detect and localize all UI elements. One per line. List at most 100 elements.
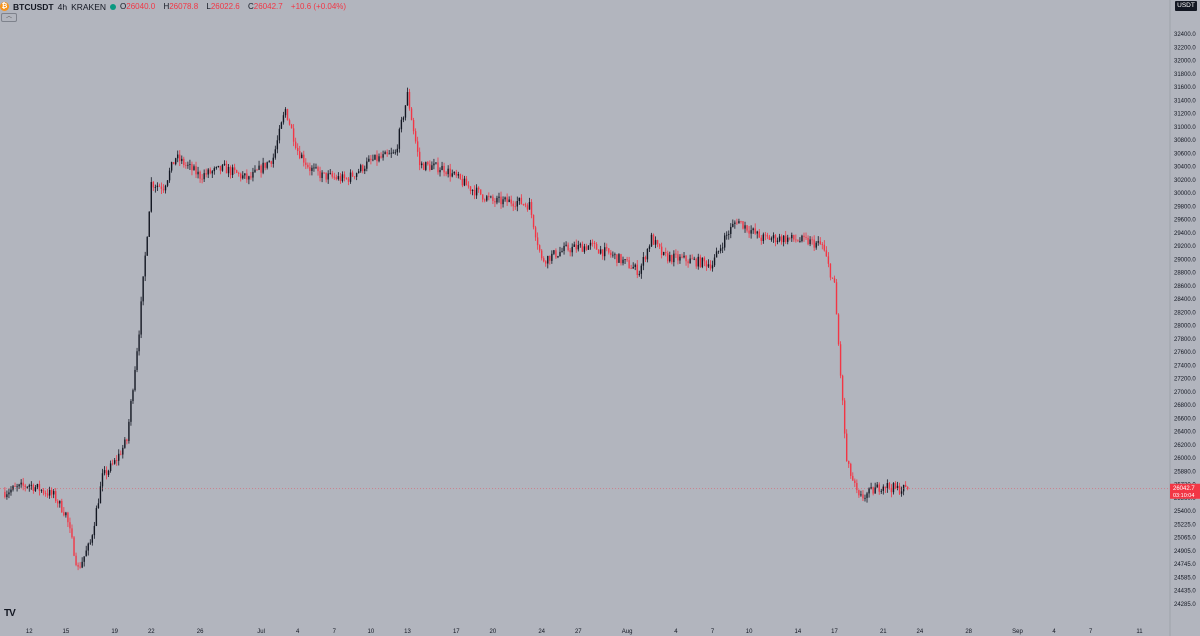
candle [372, 154, 374, 162]
price-axis[interactable]: 32400.0 32200.0 32000.0 31800.0 31600.0 31400… [1169, 0, 1196, 636]
candle [215, 166, 218, 170]
price-tick-label: 30000.0 [1174, 191, 1196, 197]
candle [512, 200, 514, 212]
candle [34, 485, 37, 492]
candle [506, 193, 508, 206]
candle [97, 498, 100, 509]
price-tick-label: 32400.0 [1174, 32, 1196, 38]
candle [848, 460, 850, 468]
candle [416, 136, 419, 157]
candle [124, 437, 126, 449]
change-value: +10.6 (+0.04%) [290, 2, 347, 11]
candle [856, 479, 858, 494]
time-axis[interactable]: 12 15 19 22 26 Jul 4 7 10 13 17 20 24 27 Aug 4 7 10 14 17 21… [26, 629, 1143, 635]
candle [209, 167, 211, 175]
candle [233, 163, 236, 174]
candle [140, 296, 142, 339]
candle [85, 545, 87, 557]
candle [191, 161, 193, 176]
candle [89, 539, 91, 545]
candle [290, 123, 293, 129]
price-tick-label: 32200.0 [1174, 45, 1196, 51]
candle [453, 171, 455, 176]
candle [829, 263, 832, 281]
candle [360, 163, 362, 173]
candle [654, 236, 657, 249]
candle [217, 165, 220, 168]
candle [105, 466, 108, 480]
candle [776, 237, 779, 245]
candle [516, 196, 518, 212]
candle [799, 237, 801, 243]
candle [83, 556, 85, 567]
candle [404, 105, 407, 121]
candle [866, 491, 868, 503]
candle [272, 153, 274, 168]
price-tick-label: 26200.0 [1174, 443, 1196, 449]
candle [585, 243, 588, 251]
date-tick-label: 24 [538, 629, 545, 635]
candle [443, 162, 445, 177]
candle [835, 278, 838, 315]
candle [567, 242, 569, 252]
candle [103, 466, 106, 476]
candle [870, 482, 872, 490]
candle [341, 171, 344, 183]
symbol-name[interactable]: BTCUSDT [13, 1, 54, 12]
date-tick-label: 24 [917, 629, 924, 635]
collapse-legend-button[interactable]: ︿ [1, 13, 17, 22]
candle [355, 172, 358, 181]
price-tick-label: 31000.0 [1174, 125, 1196, 131]
candle [50, 487, 53, 499]
candle [518, 197, 521, 205]
candle [238, 171, 240, 177]
candle [624, 258, 626, 265]
candle [44, 490, 47, 497]
candle [447, 165, 449, 178]
candle [201, 174, 203, 184]
date-tick-label: Aug [622, 629, 633, 635]
candle [418, 147, 421, 171]
candle [152, 180, 155, 191]
candle [408, 88, 411, 111]
candle [6, 490, 8, 500]
candle [479, 189, 482, 196]
candle [327, 170, 329, 184]
candle [144, 251, 146, 282]
candle [756, 230, 758, 239]
candle [158, 183, 161, 187]
candle [345, 177, 348, 180]
candle [634, 263, 636, 271]
candle [717, 250, 720, 254]
candle [368, 155, 370, 163]
candle [164, 184, 167, 194]
last-price-tag: 26042.703:10:04 [0, 483, 1200, 499]
price-tick-label: 30200.0 [1174, 178, 1196, 184]
candle [736, 218, 738, 226]
timeframe[interactable]: 4h [57, 1, 68, 12]
candle [858, 489, 860, 498]
candle [780, 234, 783, 245]
candle [604, 242, 606, 261]
candle [571, 243, 573, 257]
candle [445, 170, 447, 177]
date-tick-label: 19 [111, 629, 118, 635]
candle [754, 223, 756, 235]
candle [433, 158, 435, 170]
candle [563, 242, 565, 255]
candle [187, 161, 189, 169]
currency-button[interactable]: USDT [1175, 1, 1197, 11]
price-tick-label: 31600.0 [1174, 85, 1196, 91]
date-tick-label: Jul [257, 629, 265, 635]
candle [685, 255, 687, 266]
candle [398, 127, 401, 153]
candle [67, 511, 69, 527]
date-tick-label: 21 [880, 629, 887, 635]
candle [711, 260, 714, 272]
candle [435, 162, 437, 165]
price-tick-label: 28400.0 [1174, 297, 1196, 303]
candle [181, 155, 183, 165]
candle [465, 175, 468, 186]
candle [715, 247, 718, 258]
